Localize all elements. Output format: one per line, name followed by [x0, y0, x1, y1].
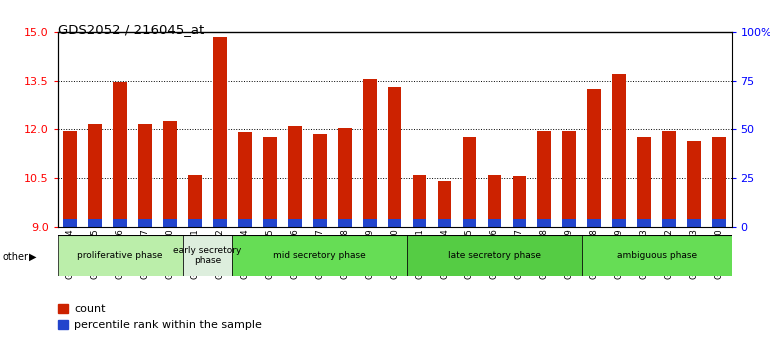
Bar	[113, 82, 127, 219]
Bar	[413, 219, 427, 227]
Bar	[238, 219, 252, 227]
Bar	[89, 219, 102, 227]
Text: ▶: ▶	[28, 252, 36, 262]
Bar	[213, 37, 227, 219]
Bar	[338, 219, 352, 227]
Bar	[233, 235, 407, 276]
Bar	[139, 124, 152, 219]
Bar	[638, 219, 651, 227]
Bar	[313, 219, 326, 227]
Bar	[388, 219, 401, 227]
Bar	[388, 87, 401, 219]
Bar	[612, 74, 626, 219]
Bar	[163, 219, 177, 227]
Bar	[662, 219, 676, 227]
Bar	[363, 219, 377, 227]
Text: ambiguous phase: ambiguous phase	[617, 251, 697, 260]
Bar	[163, 121, 177, 219]
Bar	[188, 219, 202, 227]
Bar	[238, 132, 252, 219]
Bar	[188, 175, 202, 219]
Bar	[487, 175, 501, 219]
Bar	[213, 219, 227, 227]
Bar	[513, 176, 526, 219]
Bar	[537, 131, 551, 219]
Bar	[612, 219, 626, 227]
Bar	[407, 235, 582, 276]
Bar	[288, 126, 302, 219]
Bar	[513, 219, 526, 227]
Bar	[363, 79, 377, 219]
Bar	[537, 219, 551, 227]
Bar	[463, 219, 477, 227]
Bar	[313, 134, 326, 219]
Bar	[182, 235, 233, 276]
Text: percentile rank within the sample: percentile rank within the sample	[74, 320, 262, 330]
Bar	[562, 219, 576, 227]
Text: GDS2052 / 216045_at: GDS2052 / 216045_at	[58, 23, 204, 36]
Bar	[139, 219, 152, 227]
Bar	[437, 219, 451, 227]
Bar	[687, 141, 701, 219]
Text: other: other	[2, 252, 28, 262]
Bar	[582, 235, 732, 276]
Bar	[263, 137, 276, 219]
Bar	[113, 219, 127, 227]
Bar	[712, 137, 726, 219]
Bar	[58, 235, 182, 276]
Text: mid secretory phase: mid secretory phase	[273, 251, 367, 260]
Bar	[288, 219, 302, 227]
Bar	[413, 175, 427, 219]
Bar	[338, 127, 352, 219]
Bar	[638, 137, 651, 219]
Bar	[63, 219, 77, 227]
Bar	[263, 219, 276, 227]
Bar	[662, 131, 676, 219]
Bar	[687, 219, 701, 227]
Bar	[89, 124, 102, 219]
Text: early secretory
phase: early secretory phase	[173, 246, 242, 266]
Bar	[63, 131, 77, 219]
Text: count: count	[74, 304, 105, 314]
Bar	[588, 88, 601, 219]
Bar	[712, 219, 726, 227]
Bar	[437, 181, 451, 219]
Bar	[562, 131, 576, 219]
Bar	[463, 137, 477, 219]
Bar	[588, 219, 601, 227]
Text: proliferative phase: proliferative phase	[77, 251, 163, 260]
Bar	[487, 219, 501, 227]
Text: late secretory phase: late secretory phase	[448, 251, 541, 260]
